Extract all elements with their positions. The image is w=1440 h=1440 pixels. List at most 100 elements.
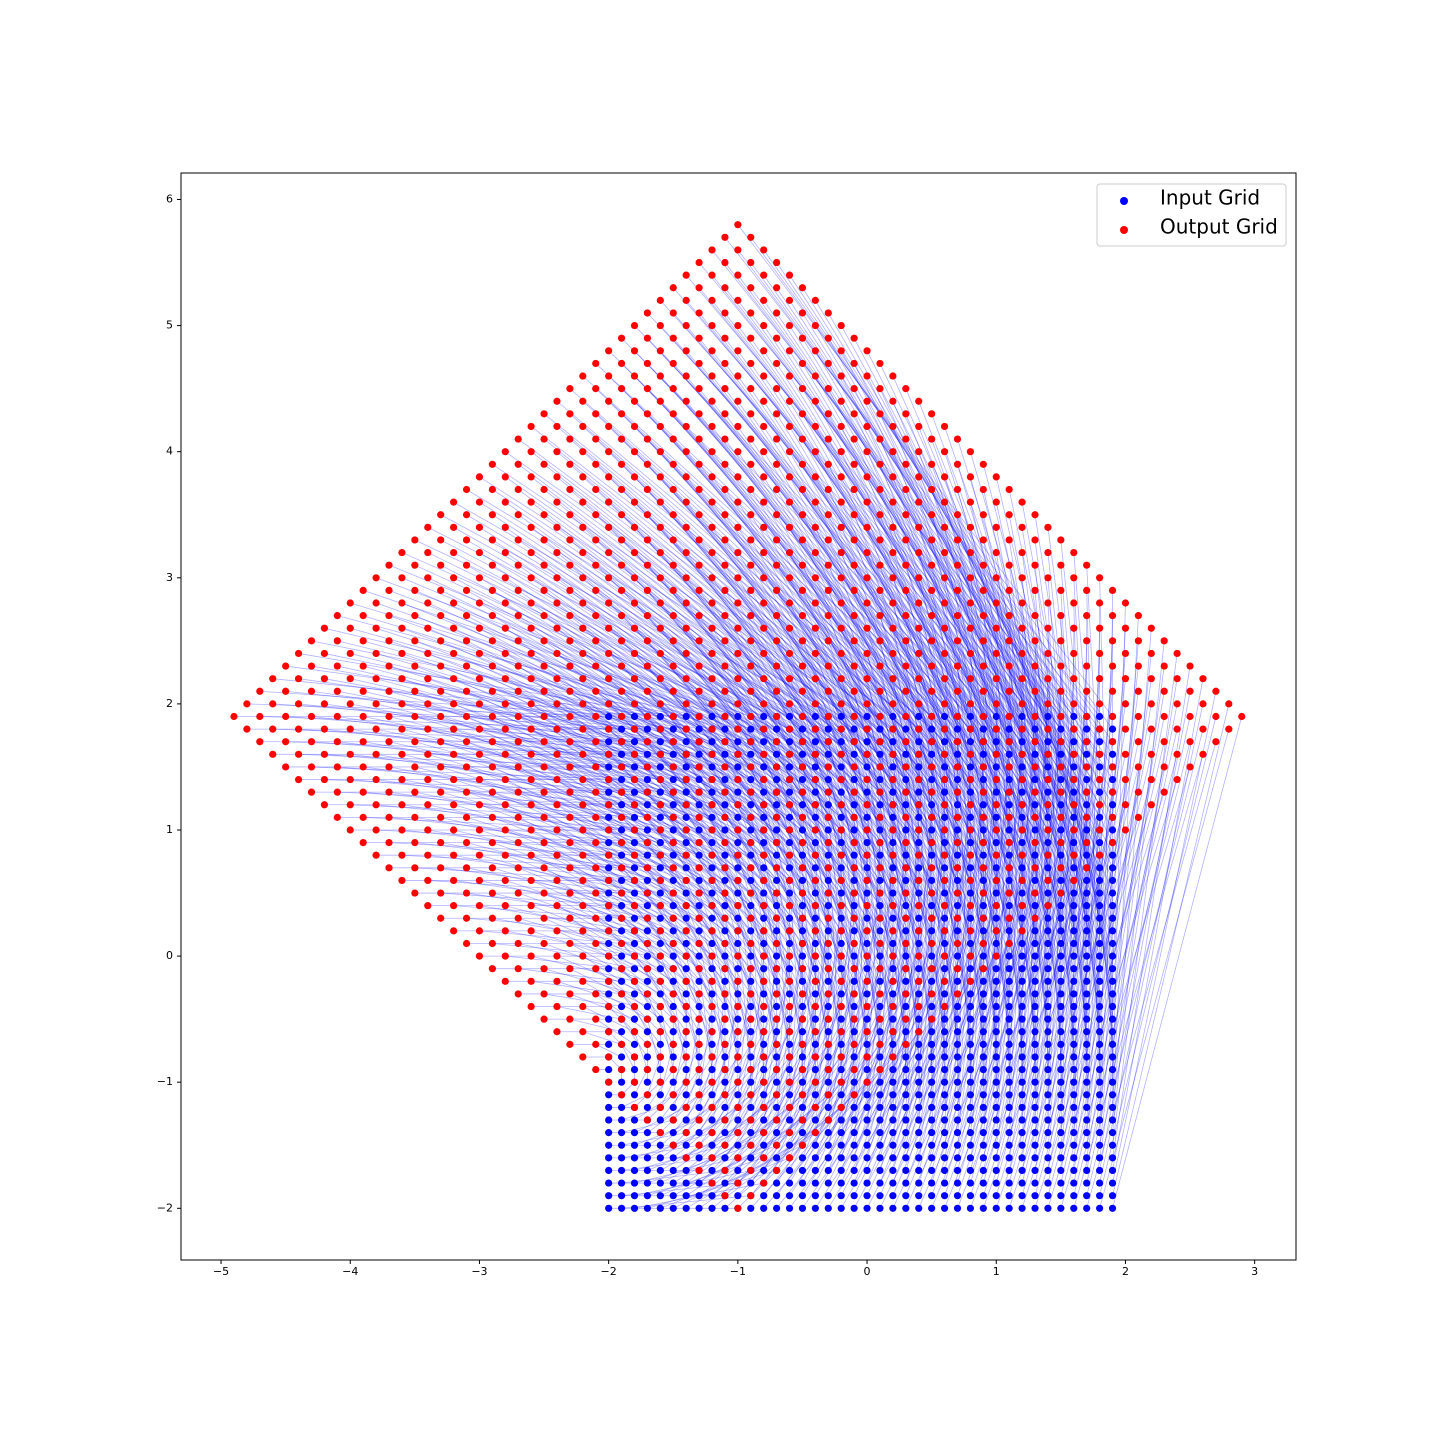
output-point (876, 763, 884, 771)
link-line (518, 741, 739, 869)
output-point (540, 839, 548, 847)
x-tick-label: −2 (601, 1265, 617, 1278)
input-point (979, 750, 987, 758)
link-line (311, 665, 674, 730)
link-line (363, 615, 726, 730)
output-point (850, 359, 858, 368)
input-point (1083, 1166, 1091, 1175)
input-point (953, 1166, 962, 1175)
output-point (850, 410, 858, 418)
link-line (982, 464, 1113, 957)
output-point (450, 700, 458, 708)
output-point (656, 750, 664, 758)
output-point (282, 712, 290, 721)
output-point (773, 561, 781, 569)
input-point (1005, 1204, 1013, 1212)
input-point (747, 1053, 755, 1061)
link-line (569, 665, 803, 856)
output-point (992, 548, 1000, 557)
output-point (540, 965, 548, 973)
output-point (760, 1028, 768, 1036)
input-point (811, 839, 819, 847)
link-line (556, 1006, 622, 1020)
output-point (294, 750, 303, 758)
output-point (760, 801, 768, 809)
link-line (466, 514, 829, 730)
input-point (708, 738, 716, 746)
input-point (643, 1002, 652, 1011)
output-point (527, 775, 535, 784)
link-line (440, 842, 648, 881)
output-point (747, 839, 755, 847)
output-point (824, 637, 832, 645)
output-point (785, 801, 794, 809)
output-point (527, 851, 535, 859)
link-line (866, 501, 1036, 919)
link-line (802, 312, 1100, 793)
link-line (931, 716, 958, 1058)
output-point (889, 1053, 897, 1061)
output-point (333, 637, 341, 645)
output-point (953, 687, 962, 695)
output-point (773, 939, 781, 948)
output-point (953, 813, 962, 821)
link-line (647, 489, 932, 806)
output-point (966, 725, 975, 733)
input-point (966, 1053, 975, 1061)
link-line (737, 728, 855, 969)
link-line (750, 867, 790, 1045)
input-point (837, 712, 845, 721)
input-point (617, 1204, 626, 1212)
link-line (737, 577, 932, 894)
link-line (517, 590, 816, 793)
output-point (385, 687, 393, 695)
input-point (876, 750, 884, 758)
output-point (1044, 675, 1052, 683)
output-point (566, 864, 574, 872)
output-point (630, 725, 639, 733)
input-point (992, 914, 1000, 922)
input-point (1044, 763, 1052, 771)
output-point (643, 914, 652, 922)
link-line (414, 615, 751, 755)
output-point (902, 637, 910, 645)
input-point (1108, 1192, 1117, 1200)
link-line (879, 943, 1010, 1209)
link-line (853, 615, 971, 969)
link-line (621, 993, 661, 1045)
output-point (1018, 725, 1026, 733)
input-point (682, 1141, 690, 1149)
output-point (760, 700, 768, 708)
link-line (918, 401, 1113, 894)
input-point (863, 813, 871, 821)
link-line (634, 880, 726, 995)
output-point (850, 813, 858, 821)
output-point (915, 649, 923, 658)
output-point (811, 1028, 819, 1036)
output-point (1018, 851, 1026, 859)
output-point (372, 700, 380, 708)
output-point (798, 485, 807, 494)
output-point (734, 523, 742, 531)
link-line (711, 1019, 752, 1121)
link-line (879, 363, 1113, 856)
link-line (401, 854, 622, 869)
output-point (798, 990, 807, 998)
link-line (789, 829, 829, 1045)
link-line (957, 438, 1113, 931)
input-point (1005, 1129, 1013, 1137)
output-point (462, 612, 471, 620)
output-point (876, 712, 884, 721)
output-point (566, 435, 574, 443)
link-line (750, 262, 1100, 742)
output-point (450, 523, 458, 531)
input-point (992, 990, 1000, 998)
output-point (630, 1103, 639, 1112)
link-line (466, 741, 713, 843)
output-point (902, 485, 910, 494)
link-line (1086, 716, 1191, 1184)
link-line (802, 438, 1036, 856)
link-line (350, 753, 648, 793)
link-line (595, 514, 894, 793)
output-point (682, 1103, 690, 1112)
